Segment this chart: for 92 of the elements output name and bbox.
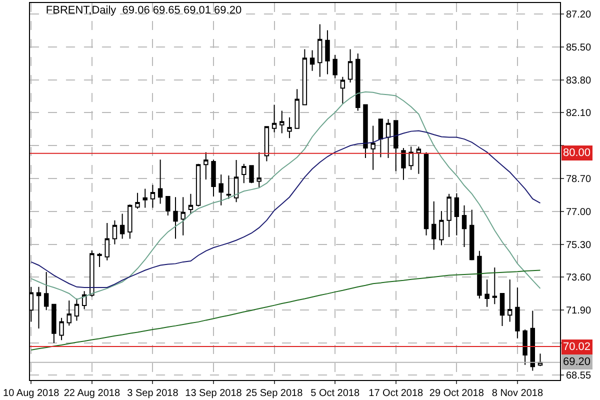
x-tick-label: 5 Oct 2018 (310, 388, 360, 399)
candlestick (128, 204, 132, 240)
candlestick (294, 88, 300, 129)
candlestick (226, 174, 232, 200)
line-series (30, 130, 541, 288)
candlestick (242, 163, 246, 184)
candlestick (408, 146, 414, 170)
candlestick (287, 116, 292, 139)
candlestick (218, 174, 224, 206)
candlestick (150, 184, 156, 208)
candlestick (173, 196, 178, 240)
candlestick (378, 118, 384, 158)
candlestick (166, 196, 170, 216)
candlestick (256, 152, 262, 188)
candlestick (211, 159, 216, 198)
candlestick (424, 152, 429, 236)
candlestick (52, 304, 56, 344)
x-tick-label: 17 Oct 2018 (368, 388, 424, 399)
candlestick (507, 279, 512, 322)
candlestick (44, 272, 49, 311)
candlestick (310, 50, 315, 72)
candlestick (356, 53, 360, 112)
candlestick (264, 126, 270, 162)
candlestick (530, 310, 536, 372)
candlestick (439, 210, 444, 246)
y-tick-label: 83.80 (566, 75, 592, 86)
candlestick (348, 48, 353, 84)
y-tick-label: 85.50 (566, 42, 592, 54)
candlestick (469, 209, 474, 261)
candlestick (135, 192, 140, 210)
candlestick (280, 110, 284, 134)
candlestick (332, 54, 338, 79)
candlestick (515, 286, 520, 339)
x-tick-label: 13 Sep 2018 (185, 388, 242, 399)
candlestick (36, 286, 42, 330)
candlestick (416, 146, 422, 174)
candlestick (180, 196, 186, 236)
candlestick (394, 120, 398, 172)
candlestick (454, 192, 460, 236)
candlestick (234, 159, 239, 203)
candlestick (302, 48, 308, 106)
candlestick (318, 24, 322, 78)
y-tick-label: 78.70 (566, 174, 592, 186)
candlestick (188, 193, 194, 214)
candlestick (522, 328, 528, 366)
x-tick-label: 22 Aug 2018 (64, 388, 120, 399)
candlestick (104, 222, 110, 261)
candlestick (340, 76, 346, 104)
x-tick-label: 10 Aug 2018 (3, 388, 60, 399)
y-tick-label: 75.30 (566, 240, 592, 251)
line-series (30, 270, 541, 350)
candlestick (370, 125, 376, 170)
candlestick (492, 267, 498, 305)
candlestick (82, 290, 87, 310)
candlestick (386, 118, 391, 159)
candlestick (196, 163, 201, 207)
y-tick-label: 71.90 (566, 306, 592, 317)
candlestick (446, 193, 452, 238)
candlestick (120, 213, 125, 240)
candlestick (272, 104, 277, 133)
candlestick (66, 300, 72, 326)
candlestick (142, 188, 148, 208)
candlestick (500, 292, 505, 326)
candlestick (401, 147, 406, 180)
candlestick (158, 159, 163, 204)
x-tick-label: 25 Sep 2018 (246, 388, 304, 399)
x-tick-label: 8 Nov 2018 (492, 388, 544, 399)
x-tick-label: 29 Oct 2018 (429, 388, 484, 399)
candlestick (325, 30, 330, 75)
candlestick (97, 252, 102, 268)
candlestick (90, 250, 94, 298)
y-tick-label: 87.20 (566, 10, 592, 21)
candlestick (484, 279, 490, 308)
chart-title: FBRENT,Daily 69.06 69.65 69.01 69.20 (46, 4, 242, 17)
line-series (30, 91, 541, 300)
candlestick (112, 220, 118, 245)
y-tick-label: 77.00 (566, 206, 592, 218)
y-tick-label: 82.10 (566, 108, 592, 120)
y-tick-label: 73.60 (566, 272, 592, 284)
ref-line-label: 70.02 (563, 341, 591, 353)
candlestick (74, 298, 80, 322)
candlestick (249, 165, 254, 184)
candlestick (462, 204, 467, 248)
ref-line-label: 80.00 (563, 147, 591, 159)
candlestick (363, 104, 368, 159)
candlestick (204, 152, 208, 180)
x-tick-label: 3 Sep 2018 (127, 388, 179, 399)
candlestick (432, 200, 436, 250)
candlestick (477, 250, 482, 300)
candlestick (59, 317, 64, 341)
y-tick-label: 68.55 (566, 370, 592, 382)
ref-line-label: 69.20 (563, 356, 591, 368)
